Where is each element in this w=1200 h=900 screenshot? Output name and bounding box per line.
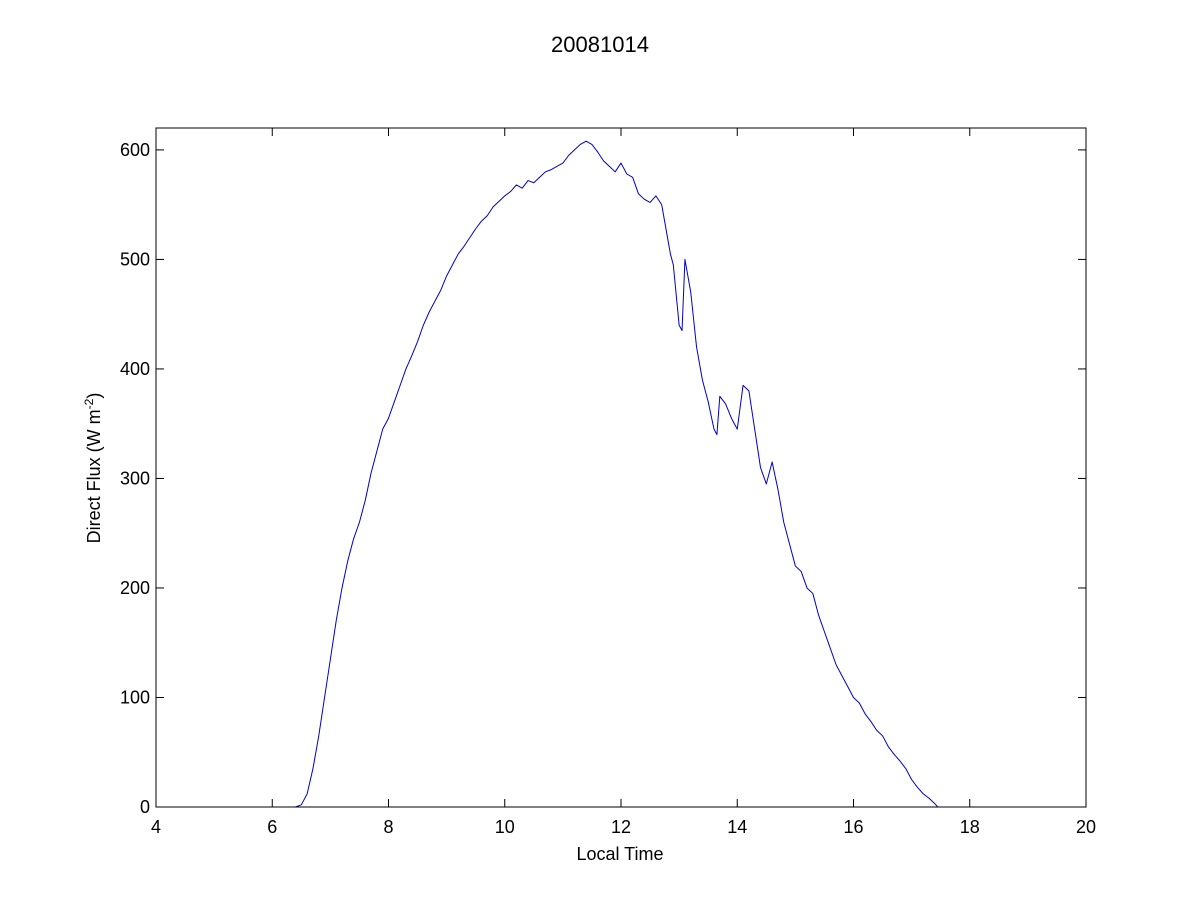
y-tick-label: 100 bbox=[120, 687, 150, 707]
plot-area bbox=[156, 128, 1086, 807]
chart-title: 20081014 bbox=[551, 32, 649, 57]
x-tick-label: 10 bbox=[495, 817, 515, 837]
y-axis-label: Direct Flux (W m-2) bbox=[82, 393, 104, 544]
y-axis-label-close: ) bbox=[84, 393, 104, 399]
y-axis-label-superscript: -2 bbox=[82, 398, 96, 409]
y-tick-label: 400 bbox=[120, 359, 150, 379]
x-tick-label: 16 bbox=[843, 817, 863, 837]
x-tick-label: 8 bbox=[383, 817, 393, 837]
x-tick-label: 4 bbox=[151, 817, 161, 837]
x-tick-label: 20 bbox=[1076, 817, 1096, 837]
y-axis-label-main: Direct Flux (W m bbox=[84, 409, 104, 543]
x-tick-label: 14 bbox=[727, 817, 747, 837]
y-tick-label: 600 bbox=[120, 140, 150, 160]
y-tick-label: 200 bbox=[120, 578, 150, 598]
x-tick-label: 6 bbox=[267, 817, 277, 837]
series-layer bbox=[156, 140, 939, 808]
y-tick-label: 500 bbox=[120, 249, 150, 269]
series-line bbox=[156, 140, 939, 808]
x-tick-label: 12 bbox=[611, 817, 631, 837]
y-tick-label: 0 bbox=[140, 797, 150, 817]
x-tick-label: 18 bbox=[960, 817, 980, 837]
x-axis-label: Local Time bbox=[576, 844, 663, 864]
y-tick-label: 300 bbox=[120, 468, 150, 488]
plot-background bbox=[156, 128, 1086, 807]
